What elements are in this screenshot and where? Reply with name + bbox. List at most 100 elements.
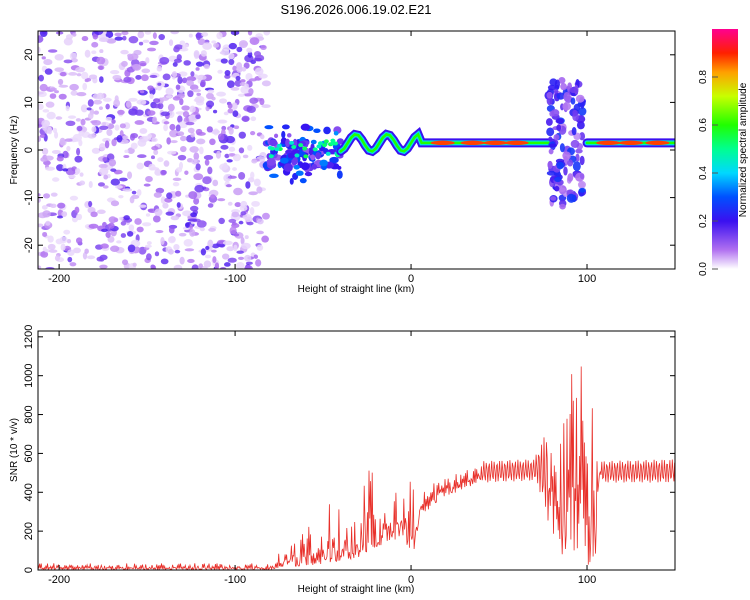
noise-blob [261, 80, 271, 87]
noise-blob [127, 231, 134, 237]
noise-blob [189, 105, 196, 113]
noise-blob [90, 211, 98, 218]
noise-blob [251, 159, 258, 164]
colorbar-label: Normalized spectral amplitude [738, 82, 749, 217]
noise-blob [232, 167, 237, 171]
noise-blob [197, 38, 206, 46]
noise-blob [49, 93, 57, 99]
noise-blob [246, 221, 254, 226]
noise-blob [129, 196, 135, 204]
noise-blob [38, 197, 41, 203]
noise-blob [120, 221, 127, 226]
noise-blob [42, 231, 48, 237]
onset-core [325, 151, 331, 156]
noise-blob [162, 73, 171, 81]
noise-blob [175, 190, 182, 197]
noise-blob [125, 100, 132, 108]
noise-blob [188, 33, 193, 38]
noise-blob [193, 173, 204, 181]
noise-blob [82, 82, 88, 91]
disturbed-blob [546, 127, 555, 137]
disturbed-blob [557, 187, 566, 193]
noise-blob [260, 44, 267, 50]
onset-blob [293, 164, 300, 170]
noise-blob [166, 137, 171, 145]
noise-blob [88, 74, 98, 80]
noise-blob [102, 97, 112, 102]
noise-blob [49, 203, 57, 208]
noise-blob [195, 32, 201, 41]
noise-blob [74, 206, 80, 214]
noise-blob [82, 252, 88, 260]
noise-blob [236, 261, 245, 269]
noise-blob [149, 93, 154, 99]
noise-blob [52, 127, 58, 134]
noise-blob [147, 110, 156, 116]
noise-blob [228, 146, 236, 152]
onset-core [323, 139, 329, 144]
disturbed-blob [553, 88, 559, 94]
noise-blob [110, 200, 120, 207]
onset-blob [329, 156, 339, 164]
disturbed-blob [556, 161, 564, 170]
noise-blob [242, 154, 249, 159]
disturbed-blob [556, 124, 562, 132]
snr-xtick-label: 100 [578, 574, 596, 586]
noise-blob [247, 51, 253, 58]
noise-blob [132, 262, 137, 267]
noise-blob [232, 65, 237, 72]
noise-blob [58, 93, 67, 100]
noise-blob [186, 80, 194, 86]
noise-blob [73, 247, 81, 254]
noise-blob [48, 249, 58, 253]
noise-blob [203, 154, 214, 160]
noise-blob [175, 111, 186, 115]
noise-blob [67, 249, 75, 256]
noise-blob [56, 215, 64, 219]
noise-blob [261, 104, 271, 109]
noise-blob [186, 76, 197, 82]
noise-blob [54, 255, 60, 262]
noise-blob [120, 233, 127, 238]
noise-blob [215, 150, 222, 159]
noise-blob [192, 88, 202, 93]
noise-blob [226, 246, 235, 252]
snr-frame [37, 330, 676, 571]
spectrogram-marks [38, 31, 675, 269]
noise-blob [227, 102, 233, 109]
noise-blob [182, 77, 188, 84]
noise-blob [110, 168, 117, 172]
snr-series-line [38, 366, 675, 570]
noise-blob [51, 149, 61, 154]
noise-blob [99, 49, 104, 54]
feature-main-band [336, 127, 557, 157]
noise-blob [165, 87, 174, 96]
noise-blob [134, 120, 145, 125]
noise-blob [163, 121, 170, 125]
noise-blob [91, 126, 97, 133]
noise-blob [102, 122, 107, 126]
noise-blob [127, 244, 136, 253]
noise-blob [63, 59, 73, 64]
noise-blob [126, 171, 133, 179]
noise-blob [236, 250, 244, 254]
noise-blob [224, 153, 230, 159]
disturbed-blob [577, 180, 586, 189]
noise-blob [66, 145, 71, 152]
noise-blob [228, 58, 235, 66]
noise-blob [219, 51, 226, 55]
noise-blob [172, 96, 181, 101]
noise-blob [227, 108, 234, 114]
noise-blob [39, 134, 46, 138]
noise-blob [119, 123, 126, 129]
noise-blob [38, 193, 41, 197]
snr-xtick-label: -100 [224, 574, 246, 586]
noise-blob [160, 237, 165, 246]
noise-blob [206, 100, 215, 108]
disturbed-blob [545, 118, 553, 126]
noise-blob [253, 178, 261, 187]
noise-blob [72, 133, 82, 142]
noise-blob [224, 69, 231, 76]
noise-blob [263, 31, 271, 36]
